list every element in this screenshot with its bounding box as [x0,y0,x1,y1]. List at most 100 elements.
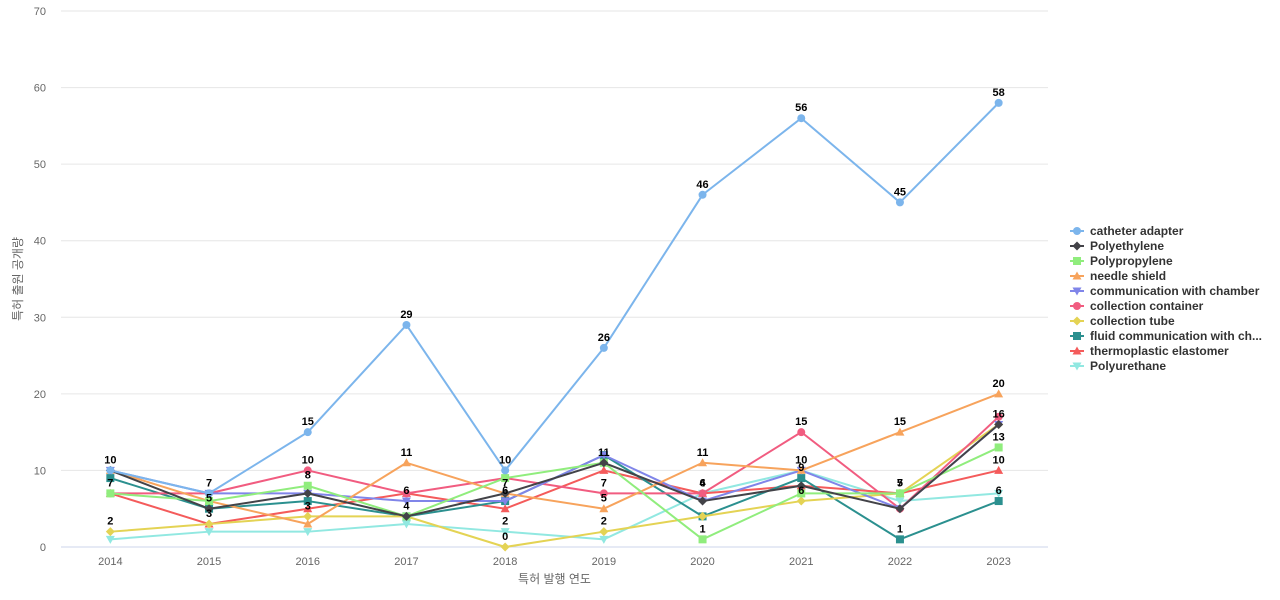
data-point [303,519,313,528]
data-label: 3 [305,500,311,512]
y-tick-label: 70 [34,6,46,18]
legend-marker [1072,241,1082,251]
data-label: 56 [795,102,807,114]
legend-item[interactable]: communication with chamber [1070,284,1260,298]
data-label: 5 [206,493,212,505]
legend-label: fluid communication with ch... [1090,329,1262,343]
data-point [500,528,510,537]
data-point [303,481,312,490]
data-point [698,458,708,467]
legend-label: Polypropylene [1090,254,1173,268]
series-line [110,469,999,541]
data-point [500,542,510,552]
legend-item[interactable]: collection container [1070,299,1204,313]
data-label: 20 [993,378,1005,390]
series-line [109,423,1000,518]
data-point [797,114,806,123]
series-line [110,392,1000,526]
data-point [204,519,214,529]
data-point [401,458,411,467]
data-label: 2 [107,516,113,528]
data-label: 2 [601,516,607,528]
legend-label: collection tube [1090,314,1175,328]
y-tick-label: 30 [34,312,46,324]
legend-label: needle shield [1090,269,1166,283]
data-point [105,527,115,537]
data-label: 3 [206,508,212,520]
data-point [895,497,905,506]
data-point [994,412,1003,421]
data-label: 10 [795,454,807,466]
data-point [895,504,905,514]
data-point [698,190,707,199]
data-point [797,428,806,437]
data-point [698,511,708,521]
data-point [796,465,806,474]
legend-marker [1073,302,1081,310]
series-polyurethane [105,466,1004,544]
legend-item[interactable]: catheter adapter [1070,224,1184,238]
data-point [303,511,313,521]
series-line [110,446,1000,541]
x-tick-label: 2015 [197,556,221,568]
y-tick-label: 0 [40,542,46,554]
data-label: 10 [104,454,116,466]
data-label: 6 [502,485,508,497]
data-point [401,511,411,521]
data-point [599,489,608,498]
data-label: 2 [502,516,508,528]
data-label: 7 [601,477,607,489]
data-label: 10 [499,454,511,466]
data-point [204,504,214,514]
data-point [895,198,904,207]
x-tick-label: 2018 [493,556,517,568]
x-tick-label: 2014 [98,556,122,568]
legend: catheter adapterPolyethylenePolypropylen… [1070,224,1262,373]
data-point [599,343,608,352]
data-point [895,535,904,544]
legend-label: communication with chamber [1090,284,1260,298]
data-label: 15 [795,416,807,428]
legend-label: catheter adapter [1090,224,1184,238]
legend-marker [1072,362,1082,371]
data-label: 9 [798,462,804,474]
data-point [303,504,313,513]
data-label: 7 [206,477,212,489]
legend-item[interactable]: Polyurethane [1070,359,1166,373]
legend-item[interactable]: collection tube [1070,314,1175,328]
data-label: 16 [993,408,1005,420]
legend-marker [1072,346,1082,355]
data-point [599,451,609,460]
x-tick-label: 2022 [888,556,912,568]
data-label: 7 [502,477,508,489]
legend-item[interactable]: needle shield [1070,269,1166,283]
data-point [994,419,1004,429]
legend-item[interactable]: Polyethylene [1070,239,1164,253]
legend-marker [1072,271,1082,280]
series-layer [105,98,1004,552]
data-point [500,488,510,498]
data-label: 11 [401,447,413,459]
legend-item[interactable]: Polypropylene [1070,254,1173,268]
data-point [402,320,411,329]
y-tick-label: 10 [34,465,46,477]
data-point [501,466,510,475]
y-tick-label: 50 [34,159,46,171]
data-point [105,535,115,544]
legend-marker [1073,227,1081,235]
data-point [895,427,905,436]
data-point [599,527,609,537]
legend-label: Polyurethane [1090,359,1166,373]
data-point [796,481,806,491]
series-line [110,416,1000,510]
data-label: 4 [403,500,410,512]
data-point [698,535,707,544]
legend-item[interactable]: fluid communication with ch... [1070,329,1262,343]
data-label: 6 [798,485,804,497]
legend-item[interactable]: thermoplastic elastomer [1070,344,1229,358]
data-label: 8 [305,470,311,482]
x-tick-label: 2017 [394,556,418,568]
data-point [205,497,214,506]
